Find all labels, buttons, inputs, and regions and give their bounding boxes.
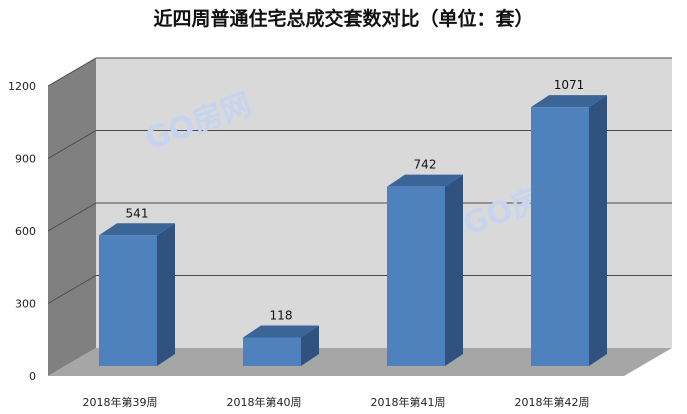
bar-side xyxy=(157,223,175,366)
x-tick-label: 2018年第39周 xyxy=(83,395,158,409)
x-tick-label: 2018年第40周 xyxy=(227,395,302,409)
y-tick-label: 1200 xyxy=(8,80,36,93)
data-label: 1071 xyxy=(554,78,585,92)
x-tick-label: 2018年第41周 xyxy=(371,395,446,409)
bar-side xyxy=(445,174,463,366)
bar xyxy=(99,235,157,366)
bar xyxy=(531,107,589,367)
x-tick-label: 2018年第42周 xyxy=(515,395,590,409)
bar-top xyxy=(99,223,175,236)
data-label: 742 xyxy=(414,158,437,172)
y-tick-label: 0 xyxy=(29,370,36,383)
gridline-side xyxy=(47,275,97,304)
bar xyxy=(243,337,301,366)
y-tick-label: 900 xyxy=(15,153,36,166)
gridline-side xyxy=(47,202,97,232)
data-label: 118 xyxy=(270,308,293,322)
y-tick-label: 600 xyxy=(15,225,36,238)
gridline-side xyxy=(47,57,97,87)
gridline-side xyxy=(47,130,97,159)
bar-side xyxy=(589,95,607,367)
chart-title: 近四周普通住宅总成交套数对比（单位：套） xyxy=(153,8,534,30)
bar-top xyxy=(387,174,463,187)
data-label: 541 xyxy=(126,206,149,220)
bar-top xyxy=(243,325,319,338)
floor xyxy=(48,348,672,376)
bar-top xyxy=(531,95,607,108)
bar-side xyxy=(301,325,319,366)
bar xyxy=(387,186,445,366)
y-tick-label: 300 xyxy=(15,298,36,311)
